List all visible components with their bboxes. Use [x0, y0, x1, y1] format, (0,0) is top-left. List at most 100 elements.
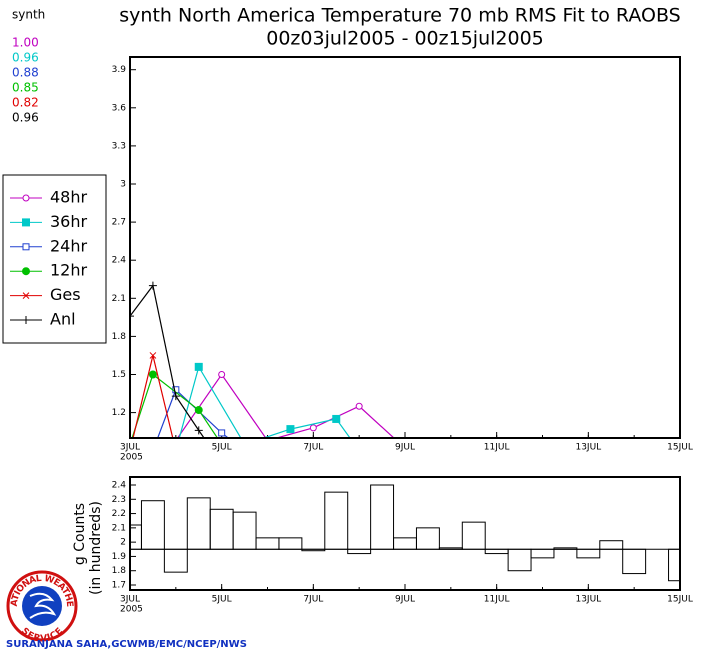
marker [286, 425, 295, 434]
stat-value: 0.82 [12, 96, 39, 110]
x-tick-label: 11JUL [484, 595, 510, 605]
logo-text-bottom: SERVICE [19, 626, 64, 644]
x-tick-label: 15JUL [667, 595, 693, 605]
stat-value: 0.96 [12, 111, 39, 125]
x-tick-label: 3JUL [120, 443, 140, 453]
legend-label: Ges [50, 285, 81, 304]
x-tick-label: 13JUL [575, 443, 601, 453]
bar [599, 540, 624, 550]
legend-box [2, 174, 107, 344]
chart-title: synth North America Temperature 70 mb RM… [119, 5, 680, 27]
x-tick-label: 13JUL [575, 595, 601, 605]
y-tick-label: 3 [120, 180, 126, 190]
legend-label: 36hr [50, 212, 88, 231]
legend-marker [22, 316, 30, 324]
series-line [132, 355, 174, 438]
y-tick-label: 2.3 [112, 495, 126, 505]
marker [218, 459, 226, 467]
marker [173, 448, 179, 454]
stat-value: 0.96 [12, 51, 39, 65]
marker [356, 447, 363, 454]
x-tick-label: 15JUL [667, 443, 693, 453]
y-tick-label: 1.8 [112, 566, 127, 576]
plot-frame [129, 56, 681, 439]
bar [461, 521, 486, 550]
y-tick-label: 2.2 [112, 509, 126, 519]
stat-value: 1.00 [12, 36, 39, 50]
bar [232, 511, 257, 550]
legend-label: 12hr [50, 261, 88, 280]
credit: SURANJANA SAHA,GCWMB/EMC/NCEP/NWS [6, 639, 247, 650]
bar [484, 548, 509, 555]
series-line [176, 373, 395, 438]
bar [209, 508, 234, 550]
marker [309, 424, 317, 432]
y-axis-label: g Counts [72, 503, 88, 565]
plot-lines [130, 281, 395, 467]
marker [218, 429, 226, 437]
y-tick-label: 1.7 [112, 581, 126, 591]
marker [194, 362, 203, 371]
y-tick-label: 3.6 [112, 103, 127, 113]
x-tick-label: 5JUL [212, 595, 232, 605]
bar [370, 484, 395, 550]
chart-subtitle: 00z03jul2005 - 00z15jul2005 [266, 28, 544, 50]
marker [355, 402, 363, 410]
x-year-label: 2005 [120, 453, 143, 463]
series-line [131, 373, 219, 438]
marker [242, 448, 248, 454]
marker [194, 406, 203, 415]
bar [622, 548, 647, 575]
y-tick-label: 2.4 [112, 481, 127, 491]
marker [149, 352, 157, 359]
legend-marker [22, 267, 30, 276]
x-tick-label: 7JUL [303, 443, 323, 453]
plot-frame [129, 476, 681, 591]
marker [148, 281, 157, 290]
marker [218, 371, 226, 378]
bar [278, 537, 303, 550]
bars [130, 484, 680, 582]
marker [194, 426, 203, 435]
marker [241, 441, 248, 448]
legend-marker [22, 218, 30, 227]
y-tick-label: 2.1 [112, 523, 126, 533]
bar [255, 537, 280, 550]
bar [668, 548, 680, 582]
series-line [178, 365, 351, 438]
bar [415, 527, 440, 550]
bar [576, 548, 601, 559]
bar [347, 548, 372, 555]
y-tick-label: 1.2 [112, 408, 126, 418]
x-year-label: 2005 [120, 605, 143, 615]
y-tick-label: 1.9 [112, 552, 127, 562]
legend-marker [22, 194, 30, 202]
y-axis-label: (in hundreds) [88, 501, 104, 595]
x-tick-label: 9JUL [395, 595, 415, 605]
marker [171, 392, 180, 401]
marker [130, 312, 134, 321]
bar [530, 548, 555, 559]
marker [172, 447, 179, 454]
legend-label: 24hr [50, 236, 88, 255]
logo-swirl [29, 592, 57, 619]
y-tick-label: 2.4 [112, 256, 127, 266]
bar [507, 548, 532, 572]
x-tick-label: 3JUL [120, 595, 140, 605]
y-tick-label: 2.1 [112, 294, 126, 304]
stats-label: synth [12, 8, 45, 22]
bar [140, 500, 165, 550]
bar [324, 491, 349, 550]
marker [148, 370, 157, 379]
y-tick-label: 2 [120, 538, 126, 548]
bar [163, 548, 188, 573]
logo-text: SERVICE [19, 626, 64, 644]
stat-value: 0.85 [12, 81, 39, 95]
legend-marker [22, 292, 30, 299]
y-tick-label: 1.8 [112, 332, 127, 342]
x-tick-label: 5JUL [212, 443, 232, 453]
x-tick-label: 7JUL [303, 595, 323, 605]
marker [150, 448, 156, 454]
bar [393, 537, 417, 550]
